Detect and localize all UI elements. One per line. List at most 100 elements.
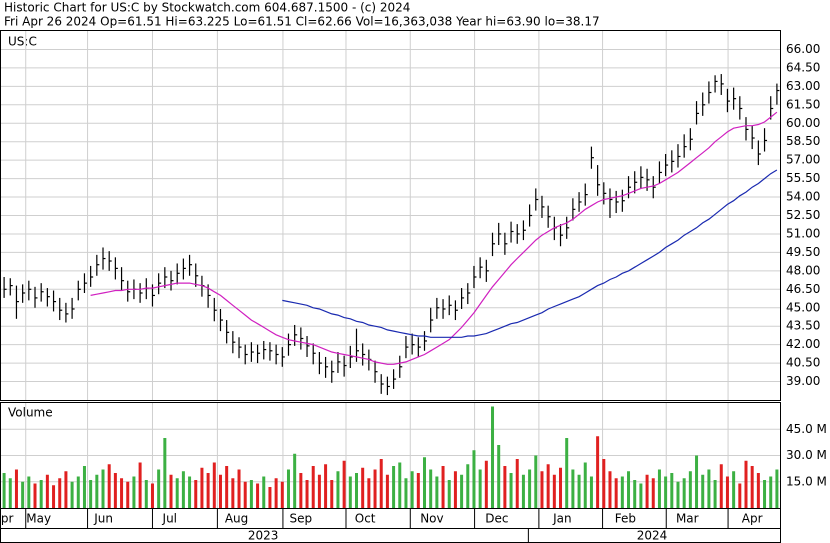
- y-tick-label: 43.50: [786, 319, 820, 333]
- volume-bar: [441, 466, 445, 508]
- volume-bar: [676, 481, 680, 508]
- volume-bar: [719, 464, 723, 508]
- volume-bar: [330, 480, 334, 508]
- volume-bar: [299, 473, 303, 508]
- volume-tick-label: 30.0 M: [786, 448, 827, 462]
- volume-bar: [540, 471, 544, 508]
- volume-bar: [688, 471, 692, 508]
- volume-bar: [317, 474, 321, 508]
- volume-bar: [398, 462, 402, 508]
- volume-tick-label: 45.0 M: [786, 422, 827, 436]
- y-tick-label: 40.50: [786, 356, 820, 370]
- y-tick-label: 66.00: [786, 42, 820, 56]
- volume-bar: [324, 464, 328, 508]
- volume-bar: [169, 474, 173, 508]
- volume-label: Volume: [8, 406, 53, 420]
- month-label: Jun: [93, 512, 113, 526]
- volume-bar: [218, 474, 222, 508]
- volume-bar: [682, 478, 686, 508]
- price-panel: [0, 30, 781, 401]
- volume-bar: [466, 464, 470, 508]
- volume-bar: [200, 467, 204, 508]
- volume-bar: [404, 478, 408, 508]
- volume-tick-label: 15.0 M: [786, 474, 827, 488]
- volume-bar: [379, 459, 383, 508]
- volume-bar: [521, 474, 525, 508]
- volume-bar: [113, 473, 117, 508]
- volume-bar: [280, 481, 284, 508]
- month-label: Jan: [552, 512, 572, 526]
- volume-bar: [76, 476, 80, 508]
- volume-bar: [484, 460, 488, 508]
- volume-bar: [225, 466, 229, 508]
- volume-bar: [163, 438, 167, 508]
- month-label: Nov: [420, 512, 443, 526]
- volume-bar: [231, 478, 235, 508]
- volume-bar: [651, 478, 655, 508]
- volume-bar: [45, 474, 49, 508]
- month-label: Dec: [485, 512, 508, 526]
- month-label: Mar: [676, 512, 699, 526]
- volume-bar: [657, 469, 661, 508]
- volume-bar: [52, 485, 56, 508]
- month-label: Feb: [615, 512, 636, 526]
- moving-average: [90, 111, 778, 365]
- month-label: May: [26, 512, 51, 526]
- volume-bar: [212, 462, 216, 508]
- y-tick-label: 61.50: [786, 97, 820, 111]
- volume-bar: [311, 466, 315, 508]
- y-tick-label: 54.00: [786, 190, 820, 204]
- y-tick-label: 49.50: [786, 245, 820, 259]
- month-label: pr: [1, 512, 14, 526]
- volume-bar: [367, 478, 371, 508]
- volume-bar: [126, 481, 130, 508]
- volume-bar: [503, 466, 507, 508]
- volume-bar: [528, 469, 532, 508]
- volume-bar: [120, 478, 124, 508]
- volume-bar: [305, 480, 309, 508]
- volume-bar: [707, 469, 711, 508]
- volume-bar: [435, 476, 439, 508]
- volume-bar: [89, 480, 93, 508]
- volume-bar: [583, 462, 587, 508]
- y-tick-label: 64.50: [786, 60, 820, 74]
- volume-bar: [756, 473, 760, 508]
- volume-bar: [472, 450, 476, 508]
- volume-bar: [410, 471, 414, 508]
- volume-bar: [138, 462, 142, 508]
- volume-bar: [509, 473, 513, 508]
- volume-bar: [342, 460, 346, 508]
- volume-bar: [95, 474, 99, 508]
- month-label: Jul: [162, 512, 177, 526]
- year-label: 2023: [248, 529, 279, 543]
- volume-bar: [664, 476, 668, 508]
- volume-bar: [596, 436, 600, 508]
- volume-bar: [546, 464, 550, 508]
- volume-bar: [608, 471, 612, 508]
- y-tick-label: 57.00: [786, 153, 820, 167]
- volume-bar: [763, 480, 767, 508]
- volume-bar: [478, 469, 482, 508]
- volume-bar: [620, 476, 624, 508]
- volume-bar: [8, 478, 12, 508]
- volume-bar: [348, 476, 352, 508]
- volume-bar: [416, 473, 420, 508]
- volume-bar: [385, 474, 389, 508]
- volume-bar: [589, 476, 593, 508]
- y-tick-label: 45.00: [786, 300, 820, 314]
- volume-bar: [732, 471, 736, 508]
- volume-bar: [336, 471, 340, 508]
- volume-bar: [274, 478, 278, 508]
- volume-bar: [695, 455, 699, 508]
- volume-bar: [639, 483, 643, 508]
- volume-bar: [645, 474, 649, 508]
- volume-bar: [150, 483, 154, 508]
- volume-bar: [670, 473, 674, 508]
- volume-bar: [249, 480, 253, 508]
- volume-bar: [565, 438, 569, 508]
- volume-bar: [157, 469, 161, 508]
- volume-bar: [559, 467, 563, 508]
- volume-bar: [602, 459, 606, 508]
- y-tick-label: 60.00: [786, 116, 820, 130]
